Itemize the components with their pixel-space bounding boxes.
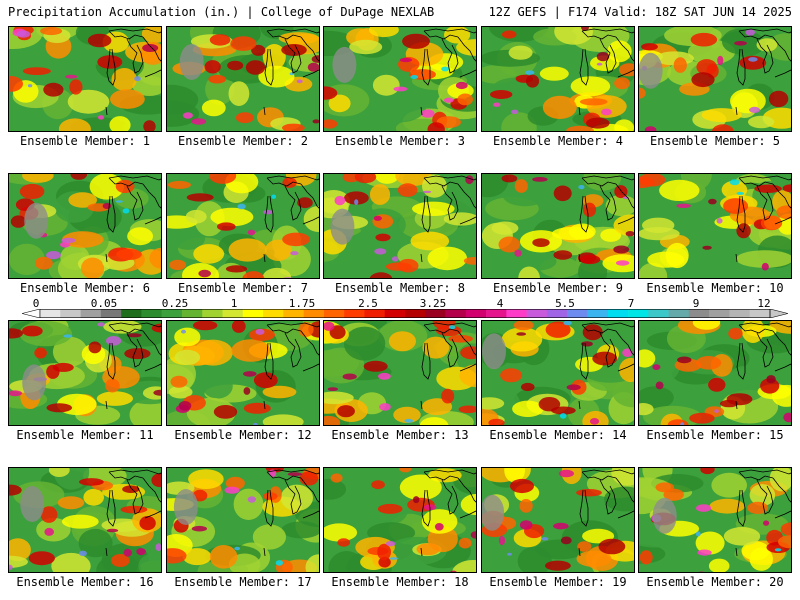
colorbar-swatch [607,309,629,318]
ensemble-member-map [166,467,320,573]
colorbar-swatch [222,309,244,318]
ensemble-member-label: Ensemble Member: 16 [16,575,154,589]
colorbar-swatch [465,309,487,318]
colorbar-tick-label: 1 [230,297,238,310]
ensemble-member-map [638,26,792,132]
colorbar-swatch [486,309,507,318]
ensemble-member-map [323,320,477,426]
colorbar-swatch [60,309,81,318]
colorbar-swatch [425,309,446,318]
colorbar-swatch [40,309,61,318]
ensemble-member-label: Ensemble Member: 17 [174,575,312,589]
run-info: 12Z GEFS | F174 Valid: 18Z SAT JUN 14 20… [488,5,792,19]
colorbar-swatch [181,309,203,318]
colorbar-tick-label: 4 [496,297,504,310]
ensemble-member-label: Ensemble Member: 1 [19,134,151,148]
colorbar-tick-label: 12 [757,297,771,310]
colorbar-swatch [344,309,365,318]
colorbar-swatch [567,309,588,318]
colorbar-tick-label: 0.25 [161,297,189,310]
ensemble-member-map [166,320,320,426]
ensemble-member-map [323,26,477,132]
ensemble-member-map [481,467,635,573]
colorbar-swatch [242,309,264,318]
colorbar-tick-label: 7 [627,297,635,310]
colorbar-swatch [628,309,649,318]
ensemble-member-label: Ensemble Member: 20 [646,575,784,589]
colorbar-min-arrow [22,309,41,318]
ensemble-member-map [323,467,477,573]
colorbar-swatch [161,309,183,318]
colorbar-swatch [303,309,325,318]
ensemble-member-label: Ensemble Member: 15 [646,428,784,442]
colorbar-max-arrow [769,309,788,318]
colorbar-tick-label: 0 [32,297,40,310]
colorbar-swatch [80,309,102,318]
colorbar-tick-label: 1.75 [288,297,316,310]
colorbar-swatch [587,309,609,318]
colorbar-swatch [546,309,568,318]
ensemble-member-map [481,173,635,279]
ensemble-member-map [166,173,320,279]
colorbar-swatch [729,309,751,318]
colorbar-tick-label: 5.5 [555,297,575,310]
colorbar-swatch [202,309,223,318]
colorbar-swatch [100,309,122,318]
colorbar-swatch [263,309,284,318]
colorbar-swatch [141,309,162,318]
colorbar-swatch [648,309,669,318]
colorbar-swatch [405,309,426,318]
ensemble-member-map [481,26,635,132]
colorbar-swatch [384,309,406,318]
colorbar-swatch [749,309,771,318]
ensemble-member-label: Ensemble Member: 13 [331,428,469,442]
colorbar-swatch [283,309,304,318]
ensemble-member-label: Ensemble Member: 3 [334,134,466,148]
ensemble-member-map [638,467,792,573]
colorbar-tick-label: 2.5 [358,297,378,310]
ensemble-member-label: Ensemble Member: 18 [331,575,469,589]
chart-title: Precipitation Accumulation (in.) | Colle… [8,5,435,19]
ensemble-member-label: Ensemble Member: 7 [177,281,309,295]
ensemble-member-map [323,173,477,279]
ensemble-member-map [8,320,162,426]
colorbar-swatch [709,309,730,318]
colorbar-swatch [323,309,345,318]
ensemble-member-map [8,26,162,132]
ensemble-member-map [638,173,792,279]
ensemble-member-map [8,467,162,573]
ensemble-member-map [166,26,320,132]
ensemble-member-map [8,173,162,279]
colorbar-tick-label: 9 [692,297,700,310]
ensemble-member-map [481,320,635,426]
colorbar-swatch [668,309,690,318]
colorbar-swatch [526,309,548,318]
ensemble-member-map [638,320,792,426]
ensemble-member-label: Ensemble Member: 4 [492,134,624,148]
ensemble-member-label: Ensemble Member: 6 [19,281,151,295]
ensemble-member-label: Ensemble Member: 10 [646,281,784,295]
colorbar-swatch [445,309,467,318]
ensemble-member-label: Ensemble Member: 9 [492,281,624,295]
ensemble-member-label: Ensemble Member: 19 [489,575,627,589]
colorbar-tick-label: 0.05 [90,297,118,310]
colorbar-swatch [121,309,142,318]
colorbar-tick-label: 3.25 [419,297,447,310]
ensemble-member-label: Ensemble Member: 12 [174,428,312,442]
colorbar-swatch [364,309,386,318]
colorbar-swatch [506,309,527,318]
ensemble-member-label: Ensemble Member: 2 [177,134,309,148]
ensemble-member-label: Ensemble Member: 5 [649,134,781,148]
colorbar-swatch [688,309,710,318]
ensemble-member-label: Ensemble Member: 11 [16,428,154,442]
ensemble-member-label: Ensemble Member: 8 [334,281,466,295]
ensemble-member-label: Ensemble Member: 14 [489,428,627,442]
